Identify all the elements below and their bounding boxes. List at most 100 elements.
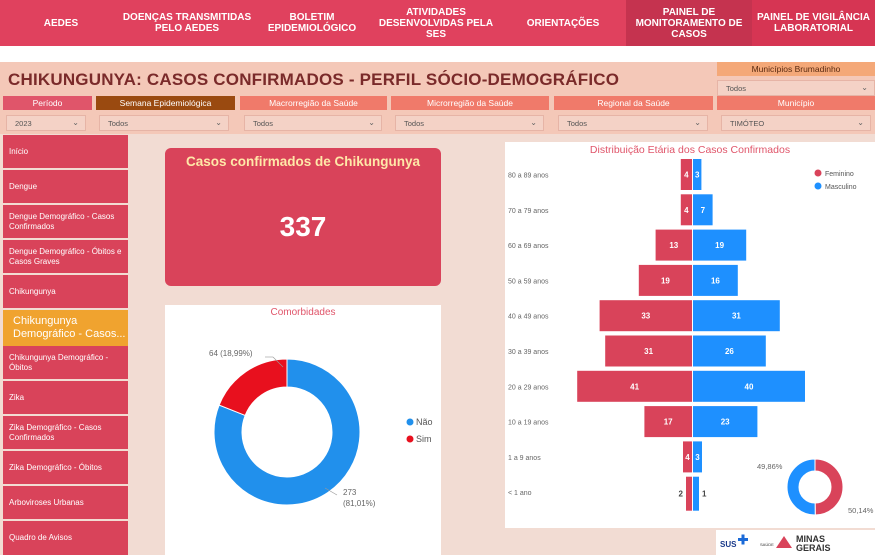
bar-masculino-0[interactable] (693, 159, 702, 190)
bar-masculino-4[interactable] (693, 300, 780, 332)
comorbidades-panel: Comorbidades 64 (18,99%) 273 (81,01%) Nã… (165, 305, 441, 555)
value-feminino-3: 19 (661, 276, 670, 285)
top-navigation: AEDES DOENÇAS TRANSMITIDAS PELO AEDES BOLE… (0, 0, 875, 46)
value-feminino-9: 2 (679, 490, 684, 499)
nav-item-4[interactable]: ORIENTAÇÕES (526, 17, 600, 29)
sidebar-item-8[interactable]: Zika Demográfico - Casos Confirmados (3, 416, 128, 449)
sidebar-item-11[interactable]: Quadro de Avisos (3, 521, 128, 555)
top-spacer (0, 46, 875, 62)
age-label-8: 1 a 9 anos (508, 455, 541, 462)
donut-slice-no[interactable] (213, 358, 361, 506)
periodo-select[interactable]: 2023 ⌄ (6, 115, 86, 131)
sidebar-item-1[interactable]: Dengue (3, 170, 128, 203)
micro-select[interactable]: Todos ⌄ (395, 115, 544, 131)
chevron-down-icon: ⌄ (72, 118, 79, 127)
bar-masculino-9[interactable] (693, 476, 699, 511)
legend-nao-swatch (406, 418, 414, 426)
nav-item-1[interactable]: DOENÇAS TRANSMITIDAS PELO AEDES (122, 12, 252, 34)
legend-sim-swatch (406, 435, 414, 443)
age-pyramid-chart: 80 a 89 anos 4 370 a 79 anos 4 760 a 69 anos… (508, 159, 874, 516)
kpi-title: Casos confirmados de Chikungunya (185, 154, 421, 169)
bar-feminino-3[interactable] (638, 264, 692, 296)
bar-masculino-3[interactable] (693, 264, 738, 296)
sidebar-item-6[interactable]: Chikungunya Demográfico - Óbitos (3, 346, 128, 379)
semana-select[interactable]: Todos ⌄ (99, 115, 229, 131)
age-distribution-title: Distribuição Etária dos Casos Confirmado… (589, 144, 791, 156)
age-label-5: 30 a 39 anos (508, 349, 549, 356)
bar-feminino-7[interactable] (644, 406, 692, 438)
bar-feminino-6[interactable] (577, 370, 692, 402)
micro-label: Microrregião da Saúde (391, 96, 549, 110)
sidebar-item-4[interactable]: Chikungunya (3, 275, 128, 308)
sidebar-item-0[interactable]: Início (3, 135, 128, 168)
age-label-4: 40 a 49 anos (508, 314, 549, 321)
label-sim: 64 (18,99%) (209, 349, 253, 358)
bar-masculino-8[interactable] (693, 441, 702, 473)
value-masculino-6: 40 (745, 382, 754, 391)
bar-feminino-1[interactable] (680, 194, 692, 226)
mini-donut-slice-1[interactable] (786, 458, 816, 516)
value-masculino-8: 3 (695, 453, 700, 462)
semana-label: Semana Epidemiológica (96, 96, 235, 110)
bar-feminino-2[interactable] (655, 229, 692, 261)
value-masculino-3: 16 (711, 276, 720, 285)
sidebar-item-9[interactable]: Zika Demográfico - Óbitos (3, 451, 128, 484)
municipios-brumadinho-select[interactable]: Todos ⌄ (717, 80, 875, 96)
bar-masculino-1[interactable] (693, 194, 713, 226)
nav-item-3[interactable]: ATIVIDADES DESENVOLVIDAS PELA SES (378, 6, 494, 40)
value-feminino-7: 17 (664, 418, 673, 427)
chevron-down-icon: ⌄ (530, 118, 537, 127)
bar-feminino-0[interactable] (680, 159, 692, 190)
regional-label: Regional da Saúde (554, 96, 713, 110)
label-nao-count: 273 (343, 488, 357, 497)
label-nao-pct: (81,01%) (343, 499, 376, 508)
chevron-down-icon: ⌄ (861, 83, 868, 92)
sidebar-item-7[interactable]: Zika (3, 381, 128, 414)
page-title: CHIKUNGUNYA: CASOS CONFIRMADOS - PERFIL … (8, 70, 620, 89)
nav-item-0[interactable]: AEDES (43, 17, 79, 29)
legend-masculino-swatch (814, 182, 822, 190)
bar-masculino-7[interactable] (693, 406, 758, 438)
regional-select[interactable]: Todos ⌄ (558, 115, 708, 131)
legend-nao-label: Não (416, 417, 433, 427)
sidebar-item-3[interactable]: Dengue Demográfico - Óbitos e Casos Grav… (3, 240, 128, 273)
mini-donut-masc-pct: 50,14% (848, 506, 874, 515)
value-masculino-5: 26 (725, 347, 734, 356)
macro-select[interactable]: Todos ⌄ (244, 115, 382, 131)
periodo-label: Período (3, 96, 92, 110)
value-masculino-1: 7 (701, 206, 706, 215)
regional-value: Todos (567, 118, 588, 128)
saude-logo-text: SAÚDE (760, 542, 774, 547)
comorbidades-title: Comorbidades (270, 307, 336, 318)
value-feminino-8: 4 (685, 453, 690, 462)
bar-feminino-5[interactable] (605, 335, 692, 367)
value-masculino-7: 23 (721, 418, 730, 427)
bar-feminino-9[interactable] (686, 476, 692, 511)
bar-masculino-2[interactable] (693, 229, 747, 261)
sidebar-item-5[interactable]: Chikungunya Demográfico - Casos... (3, 310, 128, 346)
value-feminino-0: 4 (684, 171, 689, 180)
value-feminino-1: 4 (684, 206, 689, 215)
municipios-brumadinho-label: Municípios Brumadinho (717, 62, 875, 76)
value-feminino-4: 33 (641, 312, 650, 321)
minas-gerais-logo-icon (776, 536, 792, 548)
value-masculino-4: 31 (732, 312, 741, 321)
age-label-2: 60 a 69 anos (508, 243, 549, 250)
sidebar-item-10[interactable]: Arboviroses Urbanas (3, 486, 128, 519)
nav-item-5[interactable]: PAINEL DE MONITORAMENTO DE CASOS (626, 0, 752, 46)
municipio-select[interactable]: TIMÓTEO ⌄ (721, 115, 871, 131)
leader-line-nao (324, 487, 338, 496)
bar-masculino-6[interactable] (693, 370, 805, 402)
value-feminino-6: 41 (630, 382, 639, 391)
mini-donut-slice-0[interactable] (814, 458, 844, 516)
bar-feminino-4[interactable] (599, 300, 692, 332)
sus-logo-text: SUS (720, 540, 737, 549)
sidebar-item-2[interactable]: Dengue Demográfico - Casos Confirmados (3, 205, 128, 238)
bar-feminino-8[interactable] (683, 441, 692, 473)
bar-masculino-5[interactable] (693, 335, 766, 367)
donut-slice-sim[interactable] (218, 358, 288, 417)
nav-item-6[interactable]: PAINEL DE VIGILÂNCIA LABORATORIAL (752, 0, 875, 46)
mini-donut-fem-pct: 49,86% (757, 462, 783, 471)
age-label-6: 20 a 29 anos (508, 384, 549, 391)
nav-item-2[interactable]: BOLETIM EPIDEMIOLÓGICO (267, 12, 357, 34)
